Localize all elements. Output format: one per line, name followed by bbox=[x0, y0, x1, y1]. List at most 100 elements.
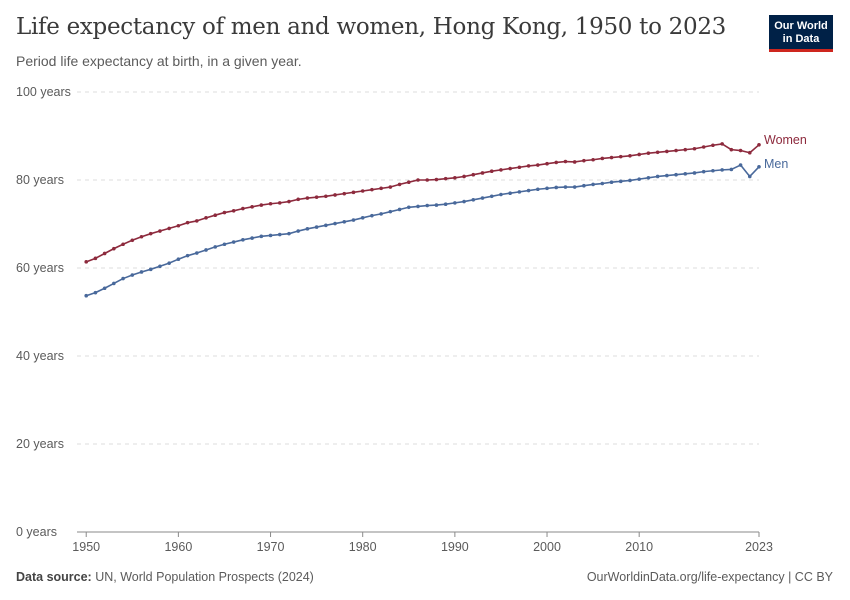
men-point bbox=[720, 168, 724, 172]
x-tick-label: 2000 bbox=[533, 540, 561, 554]
women-point bbox=[508, 166, 512, 171]
chart-title: Life expectancy of men and women, Hong K… bbox=[16, 14, 726, 40]
men-point bbox=[314, 225, 319, 229]
women-point bbox=[591, 157, 595, 162]
women-point bbox=[231, 209, 236, 213]
women-legend-label: Women bbox=[764, 133, 807, 147]
x-tick-label: 1960 bbox=[164, 540, 192, 554]
men-point bbox=[277, 232, 282, 237]
men-point bbox=[536, 187, 540, 192]
women-point bbox=[333, 193, 337, 197]
women-point bbox=[563, 159, 568, 164]
women-point bbox=[277, 201, 282, 205]
women-point bbox=[241, 206, 245, 211]
women-point bbox=[757, 143, 761, 147]
women-point bbox=[443, 176, 448, 181]
women-point bbox=[112, 246, 116, 251]
men-series bbox=[84, 163, 761, 298]
men-point bbox=[167, 261, 171, 265]
women-point bbox=[342, 191, 347, 196]
women-point bbox=[582, 158, 586, 163]
men-point bbox=[296, 229, 300, 233]
women-point bbox=[572, 160, 577, 164]
women-point bbox=[536, 163, 540, 167]
women-point bbox=[406, 180, 411, 184]
men-point bbox=[93, 290, 98, 295]
men-point bbox=[213, 245, 218, 249]
chart-subtitle: Period life expectancy at birth, in a gi… bbox=[16, 53, 302, 69]
men-point bbox=[517, 190, 522, 194]
women-point bbox=[296, 197, 300, 202]
y-tick-label: 20 years bbox=[16, 437, 64, 451]
life-expectancy-chart: 0 years 20 years 40 years 60 years 80 years 1… bbox=[16, 85, 807, 554]
women-point bbox=[462, 174, 466, 179]
women-point bbox=[480, 171, 485, 175]
men-point bbox=[453, 201, 457, 205]
men-point bbox=[416, 204, 420, 209]
men-point bbox=[609, 180, 614, 184]
data-source: Data source: UN, World Population Prospe… bbox=[16, 570, 314, 584]
women-point bbox=[720, 142, 724, 146]
women-point bbox=[674, 148, 678, 153]
women-point bbox=[646, 151, 651, 155]
men-point bbox=[102, 286, 107, 291]
source-link[interactable]: OurWorldinData.org/life-expectancy bbox=[586, 570, 785, 584]
women-point bbox=[738, 148, 743, 153]
men-point bbox=[287, 231, 291, 236]
women-point bbox=[351, 190, 356, 195]
men-point bbox=[268, 233, 273, 238]
women-point bbox=[84, 260, 89, 264]
men-point bbox=[628, 178, 632, 183]
women-point bbox=[176, 223, 181, 228]
license-text[interactable]: CC BY bbox=[794, 570, 833, 584]
men-point bbox=[692, 171, 697, 175]
men-point bbox=[370, 213, 374, 218]
men-point bbox=[508, 191, 512, 195]
women-point bbox=[425, 178, 430, 182]
women-point bbox=[489, 169, 494, 173]
women-point bbox=[554, 160, 559, 165]
men-point bbox=[360, 216, 365, 220]
men-point bbox=[204, 248, 208, 252]
y-tick-label: 100 years bbox=[16, 85, 71, 99]
owid-logo[interactable]: Our World in Data bbox=[769, 15, 833, 52]
women-point bbox=[121, 242, 125, 247]
women-point bbox=[222, 210, 227, 215]
men-point bbox=[388, 209, 393, 214]
men-point bbox=[711, 168, 715, 173]
men-point bbox=[379, 212, 383, 216]
men-point bbox=[406, 205, 411, 210]
men-point bbox=[572, 185, 577, 189]
men-point bbox=[305, 227, 310, 231]
men-point bbox=[112, 281, 116, 286]
men-point bbox=[674, 172, 678, 177]
women-point bbox=[139, 234, 144, 239]
men-point bbox=[241, 238, 245, 242]
women-point bbox=[167, 226, 171, 231]
men-point bbox=[729, 167, 734, 172]
footer-separator: | bbox=[784, 570, 795, 584]
men-point bbox=[158, 264, 162, 269]
men-line bbox=[85, 164, 760, 297]
women-point bbox=[655, 150, 660, 155]
women-point bbox=[305, 196, 310, 200]
x-tick-label: 1990 bbox=[441, 540, 469, 554]
men-point bbox=[701, 169, 706, 174]
men-point bbox=[250, 236, 254, 240]
women-point bbox=[93, 256, 98, 261]
women-point bbox=[416, 178, 420, 182]
women-point bbox=[683, 147, 688, 152]
women-point bbox=[609, 155, 614, 160]
men-point bbox=[462, 199, 466, 204]
men-point bbox=[499, 192, 503, 197]
men-point bbox=[425, 203, 430, 208]
women-point bbox=[213, 213, 218, 217]
x-tick-label: 2023 bbox=[745, 540, 773, 554]
women-point bbox=[158, 229, 162, 233]
y-tick-label: 80 years bbox=[16, 173, 64, 187]
men-point bbox=[563, 185, 568, 189]
men-point bbox=[545, 186, 549, 191]
men-point bbox=[351, 218, 356, 222]
women-point bbox=[287, 199, 291, 204]
men-legend-label: Men bbox=[764, 157, 788, 171]
